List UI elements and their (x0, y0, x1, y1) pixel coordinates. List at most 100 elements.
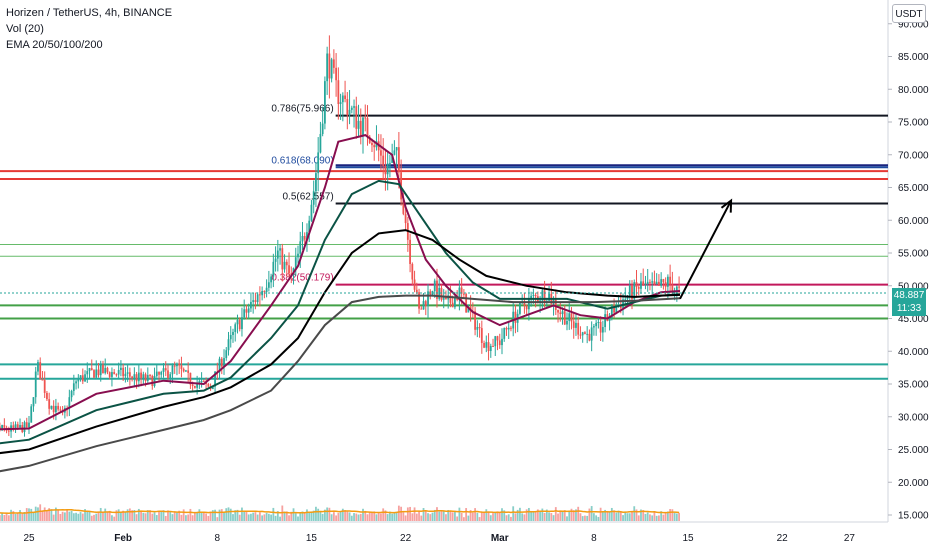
candle-body (48, 399, 51, 409)
candle-body (503, 327, 506, 339)
ema-indicator-label[interactable]: EMA 20/50/100/200 (6, 39, 103, 51)
candle-body (599, 321, 602, 333)
volume-bar (552, 515, 555, 521)
volume-bar (465, 508, 468, 521)
volume-bar (496, 511, 499, 521)
volume-bar (267, 513, 270, 521)
candle-body (402, 199, 405, 214)
volume-bar (171, 514, 174, 521)
candle-body (315, 173, 317, 192)
volume-bar (391, 513, 394, 521)
candle-body (460, 287, 463, 294)
volume-bar (324, 509, 326, 521)
candle-body (185, 370, 187, 372)
candle-body (274, 258, 277, 262)
candle-body (530, 295, 533, 299)
candle-body (366, 118, 369, 137)
candle-body (108, 372, 111, 377)
volume-bar (389, 511, 391, 521)
volume-bar (541, 508, 544, 521)
candle-body (660, 279, 663, 286)
candle-body (675, 286, 678, 291)
candle-body (211, 386, 214, 390)
candle-body (238, 320, 241, 330)
volume-bar (649, 514, 651, 521)
volume-bar (377, 512, 380, 521)
volume-bar (512, 506, 515, 521)
volume-bar (449, 511, 452, 521)
candle-body (595, 322, 598, 327)
volume-bar (664, 512, 667, 521)
candle-body (297, 253, 299, 258)
candle-body (494, 336, 497, 347)
volume-bar (651, 515, 654, 521)
candle-body (247, 308, 250, 313)
candle-body (310, 204, 313, 221)
candle-body (189, 372, 192, 385)
candle-body (610, 305, 613, 318)
volume-bar (397, 505, 400, 521)
volume-bar (577, 506, 580, 521)
candle-body (57, 405, 60, 410)
candle-body (613, 305, 615, 313)
candle-body (254, 300, 257, 303)
volume-bar (476, 512, 479, 521)
volume-bar (328, 507, 331, 521)
volume-bar (310, 511, 313, 521)
candle-body (234, 324, 237, 332)
candle-body (162, 368, 165, 372)
symbol-title[interactable]: Horizen / TetherUS, 4h, BINANCE (6, 7, 173, 19)
volume-bar (5, 512, 8, 521)
x-tick-label: 25 (23, 533, 35, 544)
volume-bar (288, 515, 290, 521)
candle-body (153, 376, 156, 387)
volume-bar (39, 504, 42, 521)
volume-bar (185, 515, 187, 521)
candle-body (256, 294, 259, 303)
candle-body (577, 322, 580, 335)
candle-body (637, 286, 640, 289)
volume-bar (494, 512, 497, 521)
candle-body (133, 374, 136, 379)
volume-bar (353, 513, 355, 521)
volume-bar (315, 506, 317, 521)
volume-bar (608, 512, 611, 521)
candle-body (666, 276, 669, 287)
volume-ma-line (0, 508, 680, 514)
candle-body (25, 422, 28, 428)
currency-button[interactable]: USDT (892, 4, 926, 23)
candle-body (97, 369, 100, 376)
y-tick-label: 90.000 (898, 19, 929, 30)
volume-bar (413, 507, 416, 521)
volume-bar (458, 507, 461, 521)
volume-bar (371, 512, 373, 521)
last-price-badge: 48.887 11:33 (892, 288, 926, 316)
volume-bar (554, 507, 557, 521)
volume-bar (173, 512, 176, 521)
candle-body (498, 340, 501, 346)
volume-bar (492, 513, 494, 521)
volume-bar (380, 513, 382, 521)
volume-bar (335, 515, 338, 521)
volume-bar (294, 513, 297, 521)
volume-bar (261, 515, 264, 521)
candle-body (46, 392, 48, 400)
candle-body (337, 80, 340, 105)
volume-bar (561, 511, 564, 521)
candle-body (655, 281, 658, 285)
volume-bar (270, 514, 272, 521)
candle-body (77, 378, 80, 382)
candle-body (505, 327, 508, 330)
candle-body (285, 261, 288, 266)
volume-bar (447, 509, 450, 521)
countdown-timer: 11:33 (896, 303, 922, 314)
volume-bar (52, 514, 55, 521)
volume-bar (474, 508, 476, 521)
candle-body (411, 264, 414, 280)
volume-bar (236, 509, 239, 521)
volume-bar (207, 515, 210, 521)
volume-bar (626, 513, 629, 521)
volume-bar (7, 515, 10, 521)
volume-indicator-label[interactable]: Vol (20) (6, 23, 44, 35)
